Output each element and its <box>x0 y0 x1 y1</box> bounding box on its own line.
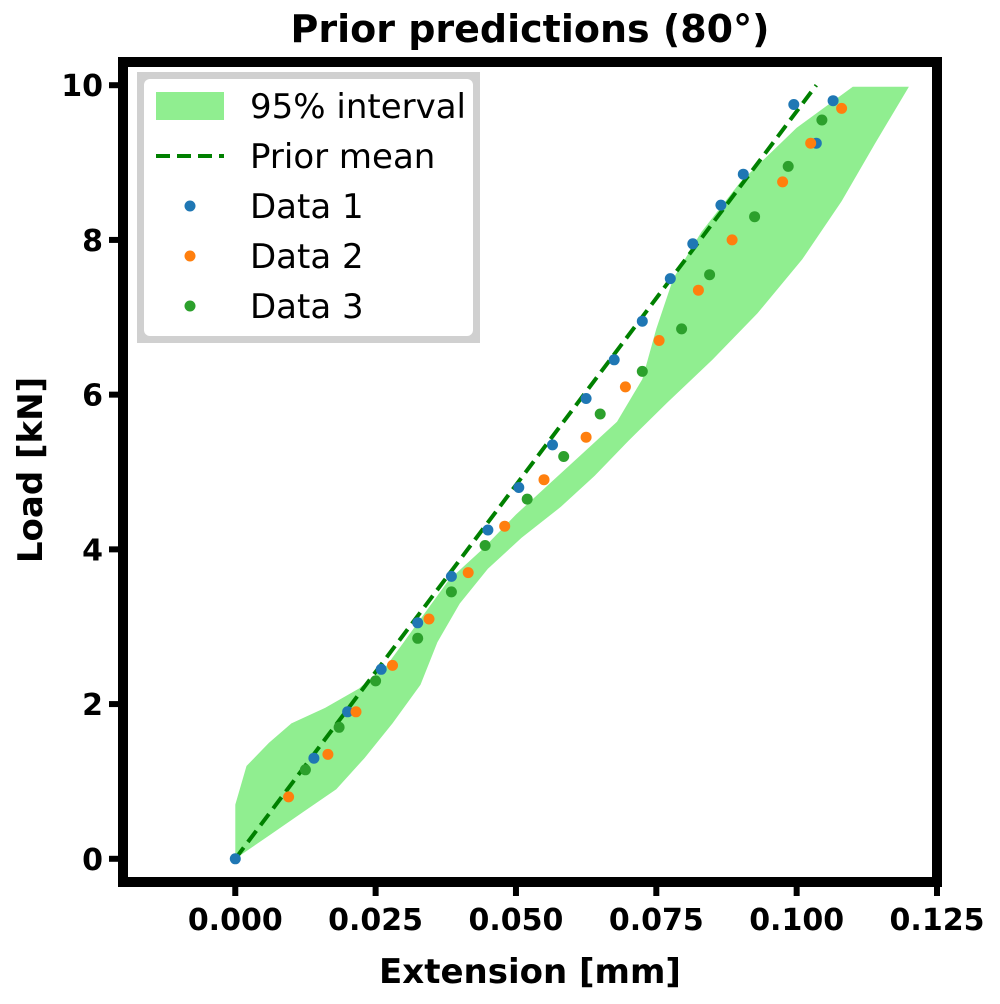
data-point <box>445 586 457 598</box>
data-point <box>412 632 424 644</box>
data-point <box>387 659 398 671</box>
interval-band <box>235 86 909 859</box>
data-point <box>676 323 688 335</box>
data-point <box>499 520 511 532</box>
legend-series-label: Data 3 <box>250 287 364 327</box>
x-tick-label: 0.000 <box>188 903 283 938</box>
data-point <box>704 269 716 281</box>
data-point <box>692 284 704 296</box>
data-point <box>816 114 828 126</box>
data-point <box>350 706 362 718</box>
data-point <box>412 617 424 629</box>
x-tick-label: 0.025 <box>328 903 423 938</box>
series-3 <box>299 114 828 776</box>
data-point <box>687 238 699 250</box>
legend: 95% interval Prior mean Data 1 Data 2 Data 3 <box>137 72 480 343</box>
data-point <box>445 570 457 582</box>
data-point <box>664 273 676 285</box>
data-point <box>283 791 295 803</box>
data-point <box>715 199 727 211</box>
data-point <box>375 663 387 675</box>
y-tick-label: 6 <box>82 379 103 414</box>
data-point <box>608 354 620 366</box>
x-tick-label: 0.125 <box>890 903 985 938</box>
data-point <box>342 706 354 718</box>
data-point <box>827 95 839 107</box>
y-tick-label: 10 <box>61 69 103 104</box>
data-point <box>322 748 334 760</box>
x-axis-label: Extension [mm] <box>379 952 681 992</box>
data-point <box>558 451 570 462</box>
data-point <box>299 764 311 776</box>
data-point <box>749 211 761 223</box>
data-point <box>370 675 382 687</box>
x-tick-label: 0.050 <box>469 903 564 938</box>
legend-box <box>144 79 473 336</box>
data-point <box>788 99 800 110</box>
data-point <box>308 752 320 764</box>
y-tick-label: 8 <box>82 224 103 259</box>
data-point <box>619 381 631 393</box>
data-point <box>521 493 533 505</box>
legend-interval-label: 95% interval <box>250 87 466 127</box>
data-point <box>726 234 738 246</box>
x-tick-label: 0.075 <box>609 903 704 938</box>
data-point <box>737 168 749 180</box>
data-point <box>580 393 592 404</box>
y-tick-label: 4 <box>82 533 103 568</box>
data-point <box>636 365 648 377</box>
axes: 0.000 0.025 0.050 0.075 0.100 0.125 0 2 4 6 8 10 <box>61 57 985 938</box>
data-point <box>580 431 592 443</box>
legend-series-marker <box>184 250 196 262</box>
y-tick-label: 2 <box>82 688 103 723</box>
data-point <box>805 137 817 149</box>
legend-series-marker <box>184 200 196 212</box>
series-2 <box>283 102 848 803</box>
data-point <box>782 160 794 172</box>
y-axis-label: Load [kN] <box>11 377 51 563</box>
data-point <box>513 482 525 493</box>
data-point <box>423 613 435 625</box>
legend-prior-mean-label: Prior mean <box>250 137 435 177</box>
chart-title: Prior predictions (80°) <box>291 7 770 51</box>
data-point <box>333 721 345 733</box>
plot-area <box>229 84 909 865</box>
legend-series-marker <box>184 300 196 312</box>
data-point <box>636 315 648 327</box>
legend-interval-swatch <box>156 92 224 120</box>
data-point <box>594 408 606 420</box>
data-point <box>479 540 491 551</box>
y-tick-label: 0 <box>82 843 103 878</box>
data-point <box>836 102 848 114</box>
data-point <box>653 335 665 346</box>
axes-frame <box>118 57 942 887</box>
legend-series-label: Data 2 <box>250 237 364 277</box>
legend-series-label: Data 1 <box>250 187 364 227</box>
data-point <box>462 567 474 579</box>
data-point <box>547 439 558 451</box>
x-tick-label: 0.100 <box>749 903 844 938</box>
prior-mean-line <box>233 84 818 860</box>
series-1 <box>229 95 839 865</box>
data-point <box>482 524 494 536</box>
data-point <box>777 176 789 188</box>
data-point <box>229 853 241 865</box>
data-point <box>538 474 550 486</box>
